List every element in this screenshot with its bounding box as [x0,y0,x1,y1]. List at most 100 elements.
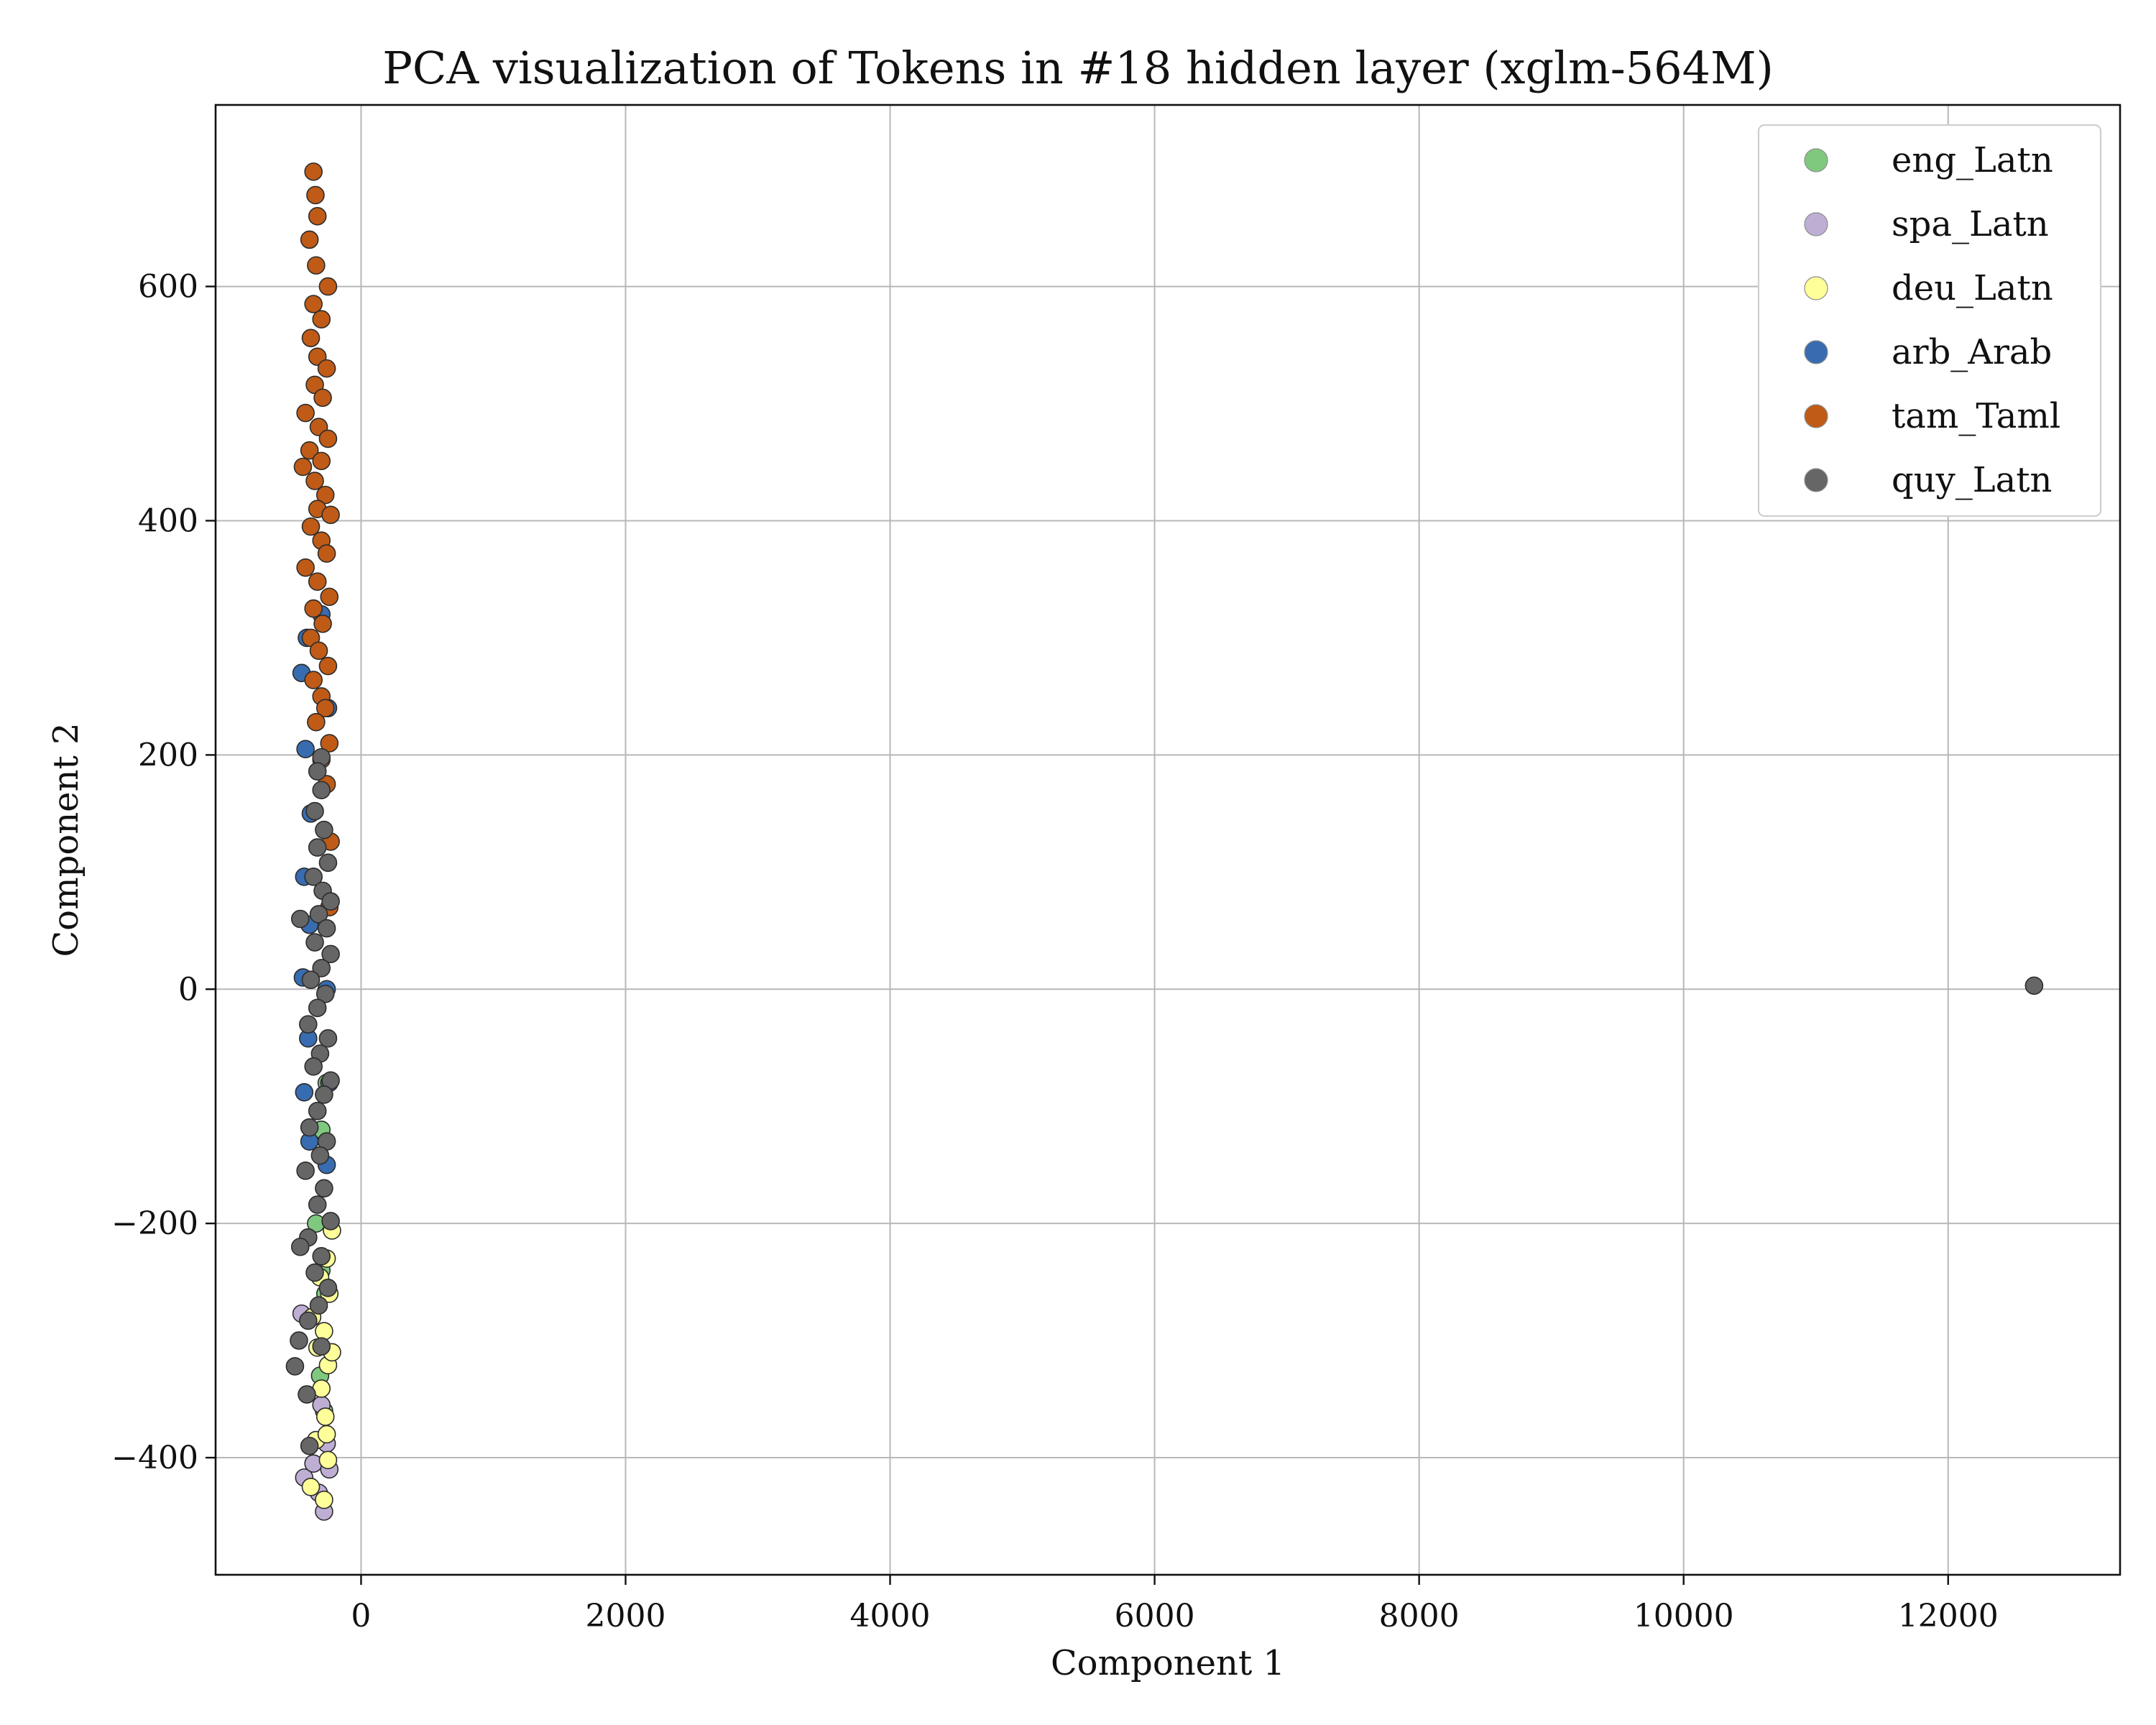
scatter-point-tam-taml [301,517,321,536]
scatter-point-quy-latn [290,909,310,929]
scatter-point-quy-latn [301,970,321,990]
scatter-point-quy-latn [321,944,340,964]
scatter-point-quy-latn [305,933,324,952]
scatter-point-tam-taml [309,641,328,661]
scatter-point-tam-taml [304,162,323,181]
scatter-point-tam-taml [313,388,332,408]
scatter-point-quy-latn [300,1436,319,1455]
scatter-point-quy-latn [318,1029,338,1048]
scatter-point-deu-latn [318,1450,338,1470]
scatter-point-quy-latn [309,905,328,924]
x-tick-label: 6000 [1115,1598,1195,1634]
tick-layer: 0 2000 4000 6000 8000 10000 12000 −400 −200 0 200 4… [111,269,1999,1634]
legend-marker [1804,212,1828,236]
scatter-point-tam-taml [307,256,326,275]
scatter-point-tam-taml [320,734,339,753]
scatter-point-tam-taml [306,185,325,205]
x-tick-label: 4000 [850,1598,931,1634]
scatter-point-quy-latn [290,1237,310,1256]
scatter-point-tam-taml [304,295,323,313]
legend-label: spa_Latn [1892,204,2049,244]
y-tick-label: 200 [138,737,198,773]
scatter-point-quy-latn [321,892,340,911]
scatter-point-tam-taml [301,328,321,348]
x-axis-title: Component 1 [1051,1643,1285,1683]
scatter-point-tam-taml [300,230,319,249]
scatter-point-tam-taml [296,558,315,577]
chart-title: PCA visualization of Tokens in #18 hidde… [382,42,1774,94]
scatter-point-quy-latn [308,838,327,857]
x-tick-label: 0 [351,1598,371,1634]
scatter-point-deu-latn [315,1322,333,1340]
x-tick-label: 8000 [1379,1598,1460,1634]
scatter-point-deu-latn [317,1425,336,1444]
scatter-point-quy-latn [308,1195,327,1214]
scatter-point-quy-latn [312,1337,331,1356]
legend-box [1757,124,2102,518]
legend-item-deu-latn: deu_Latn [1804,268,2053,308]
scatter-point-tam-taml [312,451,331,471]
scatter-point-tam-taml [293,457,313,477]
scatter-point-quy-latn [300,1118,319,1137]
scatter-point-quy-latn [312,959,331,978]
x-tick-label: 10000 [1634,1598,1734,1634]
legend-item-arb-arab: arb_Arab [1804,332,2052,372]
scatter-point-quy-latn [308,1101,327,1121]
scatter-point-quy-latn [310,1146,330,1165]
legend-label: quy_Latn [1892,460,2052,500]
scatter-point-quy-latn [318,853,338,873]
scatter-point-quy-latn [308,998,327,1018]
scatter-point-quy-latn [290,1331,308,1350]
scatter-point-quy-latn [285,1357,305,1376]
scatter-point-tam-taml [315,485,335,505]
legend-item-spa-latn: spa_Latn [1804,204,2049,244]
scatter-point-tam-taml [305,472,324,490]
y-tick-label: 0 [178,971,198,1008]
scatter-point-tam-taml [320,587,339,607]
scatter-point-tam-taml [304,599,323,618]
series-quy-latn [285,748,2044,1455]
y-tick-label: −200 [111,1205,198,1242]
legend-label: deu_Latn [1892,268,2053,308]
scatter-point-tam-taml [318,277,338,296]
scatter-point-tam-taml [317,544,336,563]
scatter-point-quy-latn [299,1015,318,1034]
scatter-point-quy-latn [296,1162,315,1180]
scatter-point-arb-arab [295,1082,314,1102]
y-axis-title: Component 2 [46,722,86,957]
scatter-point-tam-taml [308,572,327,591]
scatter-point-quy-latn [298,1385,316,1404]
legend-marker [1804,404,1828,428]
scatter-point-tam-taml [307,712,326,732]
scatter-point-tam-taml [315,699,335,717]
scatter-point-tam-taml [318,656,338,676]
legend-marker [1804,276,1828,300]
scatter-point-quy-latn [315,1085,333,1104]
scatter-point-quy-latn [309,1296,328,1315]
scatter-point-quy-latn [315,1179,333,1198]
y-tick-label: 600 [138,269,198,305]
scatter-point-tam-taml [304,671,323,689]
legend-item-tam-taml: tam_Taml [1804,396,2060,436]
scatter-point-quy-latn [304,868,323,886]
point-layer [285,162,2044,1521]
scatter-point-quy-latn [304,1057,323,1076]
scatter-point-quy-latn [318,1278,338,1297]
legend-marker [1804,468,1828,492]
series-tam-taml [293,162,340,916]
legend-label: tam_Taml [1892,396,2060,436]
x-tick-label: 12000 [1898,1598,1999,1634]
legend-label: arb_Arab [1892,332,2052,372]
scatter-point-quy-latn [317,919,336,938]
scatter-point-deu-latn [301,1477,321,1496]
legend: eng_Latn spa_Latn deu_Latn arb_Arab tam_Taml… [1757,124,2102,518]
scatter-point-tam-taml [317,359,336,378]
scatter-point-quy-latn [312,781,331,800]
scatter-point-tam-taml [318,429,338,448]
scatter-point-tam-taml [300,441,319,460]
scatter-point-tam-taml [296,403,315,423]
scatter-point-quy-latn [2024,976,2044,995]
legend-item-quy-latn: quy_Latn [1804,460,2052,500]
x-tick-label: 2000 [585,1598,665,1634]
